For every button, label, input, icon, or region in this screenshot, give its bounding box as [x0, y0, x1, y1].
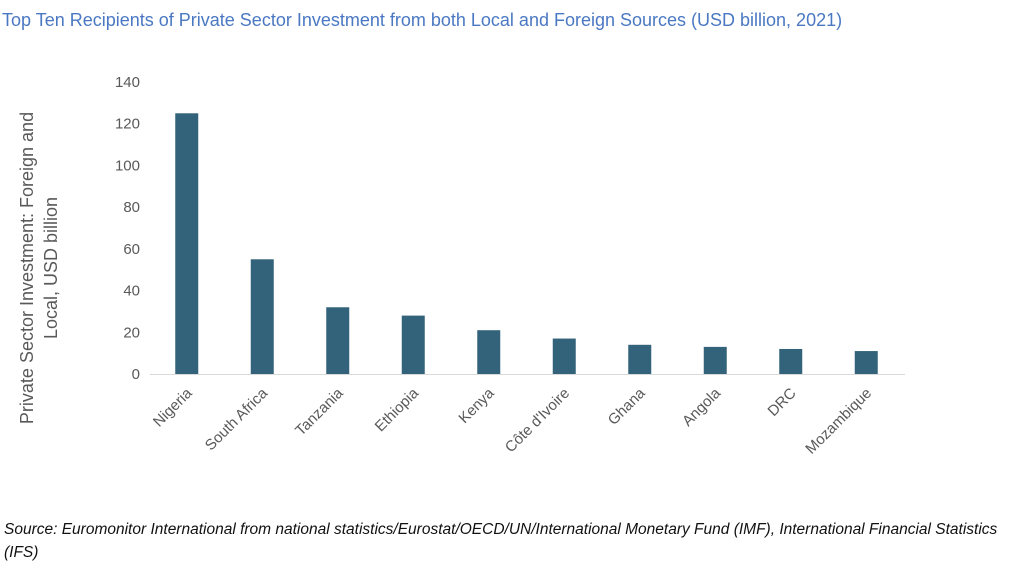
bar-c-te-d-ivoire — [552, 338, 576, 374]
y-axis-title: Private Sector Investment: Foreign and Lo… — [17, 112, 61, 424]
x-tick-label: South Africa — [202, 384, 272, 454]
bar-kenya — [477, 330, 501, 374]
y-tick-label: 60 — [123, 241, 140, 258]
bars — [175, 113, 878, 375]
y-axis-title-line: Local, USD billion — [41, 197, 61, 339]
y-tick-label: 0 — [132, 366, 140, 383]
y-axis-title-line: Private Sector Investment: Foreign and — [17, 112, 37, 424]
y-tick-label: 20 — [123, 324, 140, 341]
bar-tanzania — [326, 307, 350, 374]
bar-drc — [779, 348, 803, 374]
bar-mozambique — [854, 351, 878, 374]
x-tick-label: Ethiopia — [372, 384, 423, 435]
x-tick-label: Ghana — [605, 384, 649, 428]
chart-title: Top Ten Recipients of Private Sector Inv… — [2, 10, 843, 30]
bar-ethiopia — [401, 315, 425, 374]
y-tick-label: 80 — [123, 199, 140, 216]
y-axis-ticks: 0 20 40 60 80 100 120 140 — [115, 74, 140, 383]
y-tick-label: 100 — [115, 157, 140, 174]
bar-ghana — [628, 344, 652, 374]
y-tick-label: 120 — [115, 116, 140, 133]
x-tick-label: Angola — [679, 384, 725, 430]
x-tick-label: DRC — [765, 385, 800, 420]
x-tick-label: Nigeria — [150, 384, 196, 430]
y-tick-label: 40 — [123, 283, 140, 300]
x-tick-label: Côte d'Ivoire — [502, 385, 573, 456]
y-tick-label: 140 — [115, 74, 140, 91]
bar-angola — [703, 346, 727, 374]
x-axis-labels: Nigeria South Africa Tanzania Ethiopia Kenya… — [150, 384, 875, 457]
x-tick-label: Kenya — [455, 384, 498, 427]
source-note: Source: Euromonitor International from n… — [4, 521, 998, 561]
bar-south-africa — [250, 259, 274, 374]
x-tick-label: Mozambique — [802, 385, 875, 458]
x-tick-label: Tanzania — [292, 384, 347, 439]
bar-nigeria — [175, 113, 199, 375]
